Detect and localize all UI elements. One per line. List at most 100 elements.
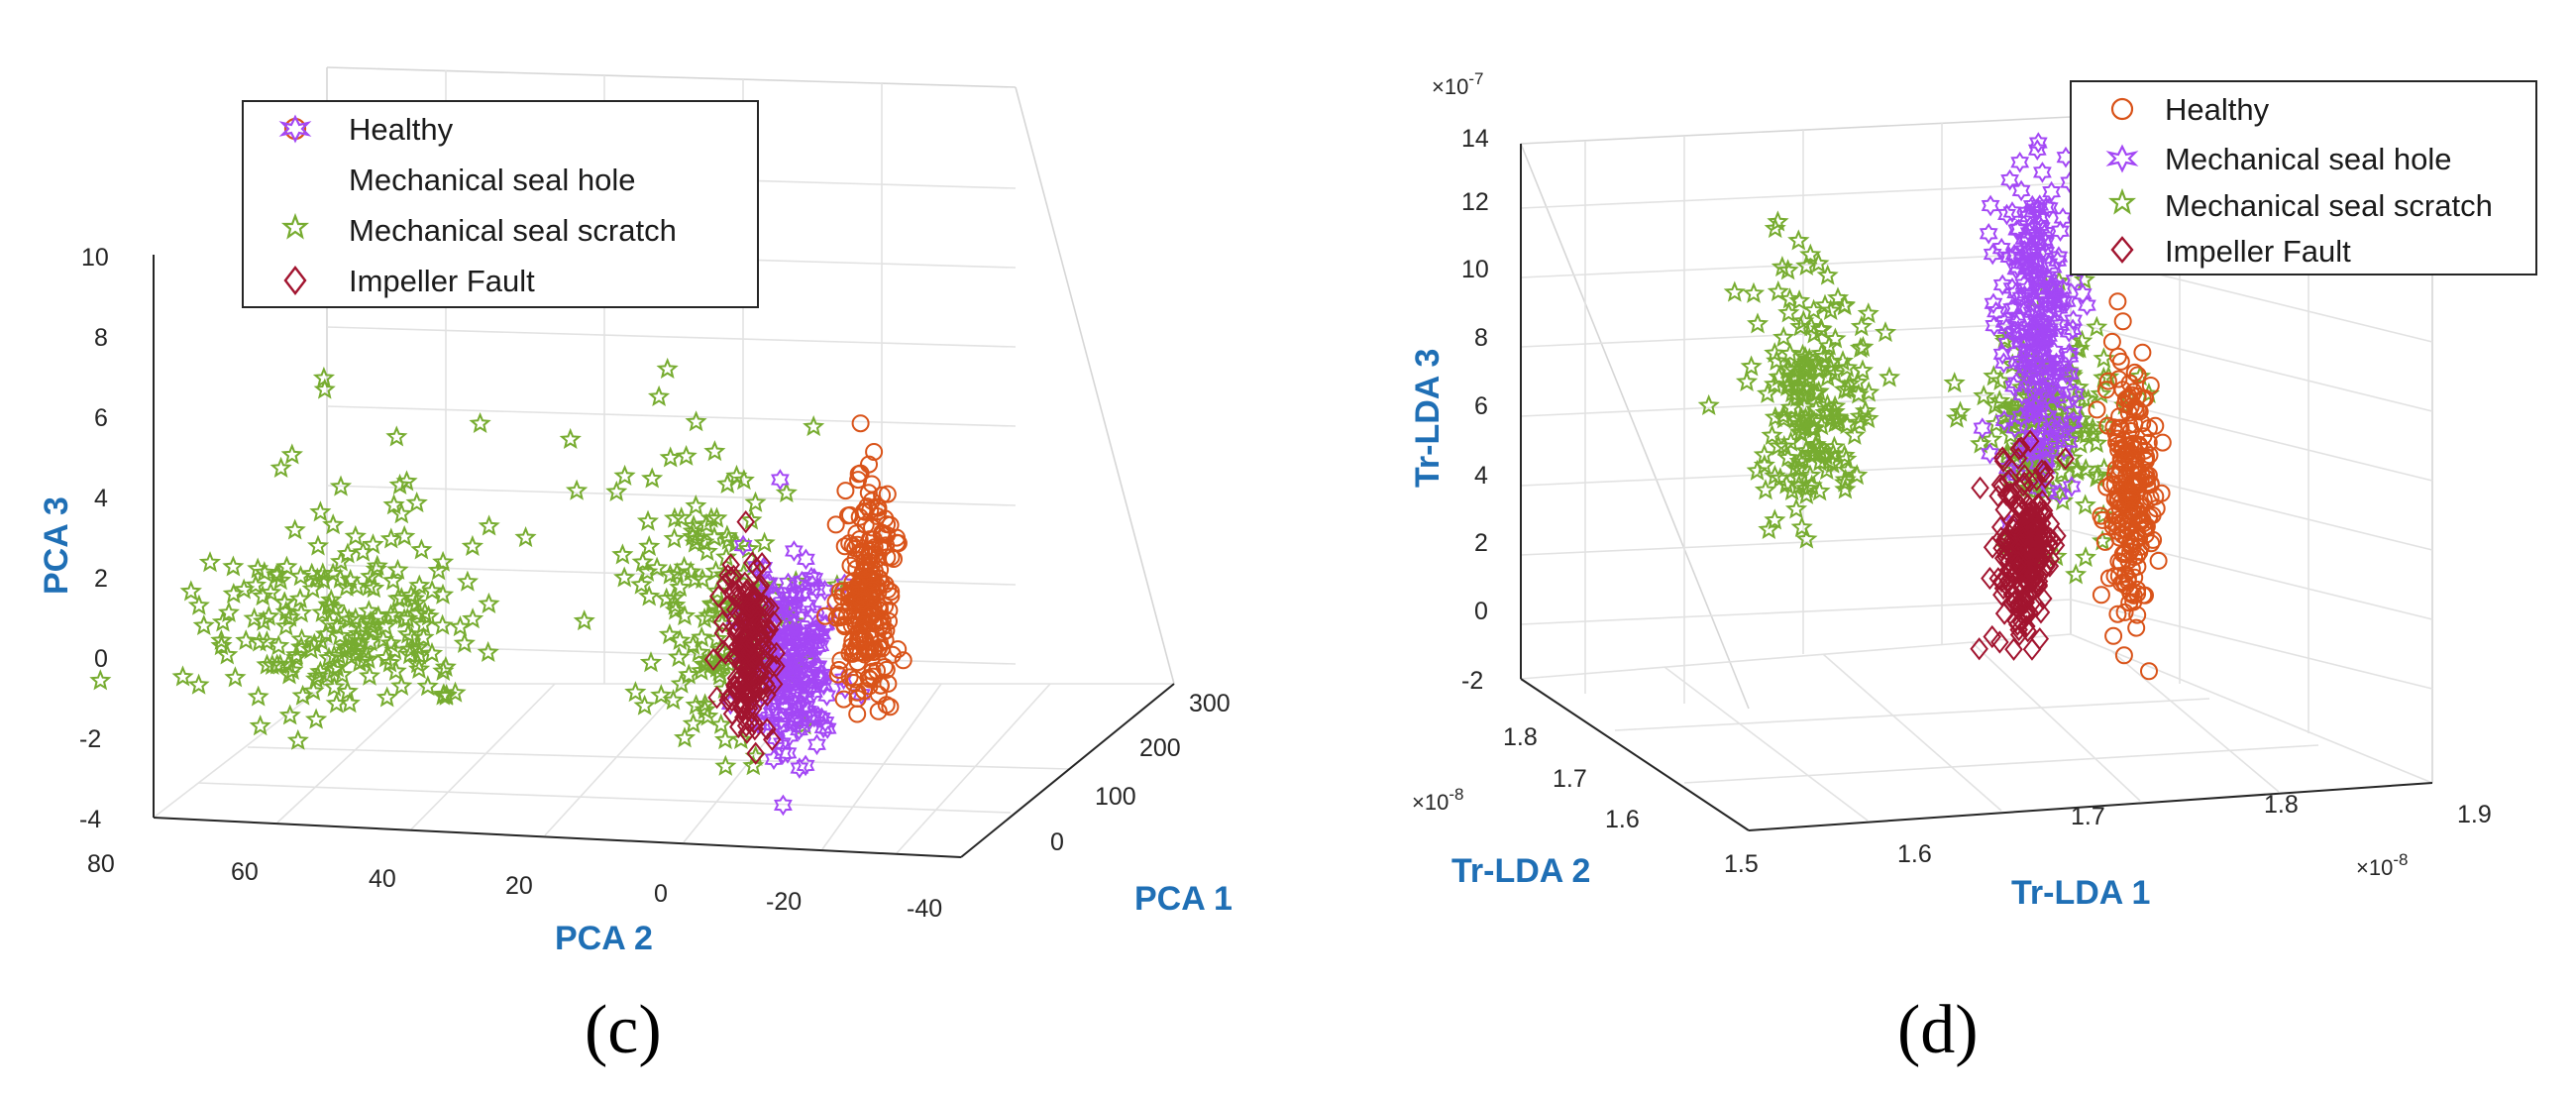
point-mechanical-seal-hole — [1981, 194, 2000, 217]
point-mechanical-seal-hole — [2017, 201, 2037, 224]
point-mechanical-seal-scratch — [650, 684, 673, 706]
point-impeller-fault — [703, 647, 723, 672]
point-mechanical-seal-scratch — [89, 669, 112, 691]
point-mechanical-seal-hole — [2077, 294, 2096, 316]
point-healthy — [2102, 332, 2121, 351]
point-mechanical-seal-hole — [1973, 417, 1992, 439]
point-healthy — [2144, 530, 2163, 549]
point-mechanical-seal-scratch — [1984, 393, 2006, 415]
point-healthy — [2122, 489, 2141, 507]
tick-label: 8 — [94, 324, 108, 352]
tick-label: 1.7 — [1553, 765, 1587, 793]
tick-label: -20 — [766, 888, 802, 916]
point-mechanical-seal-hole — [1992, 343, 2012, 366]
point-mechanical-seal-scratch — [1833, 444, 1856, 466]
point-impeller-fault — [1991, 526, 2011, 550]
point-mechanical-seal-scratch — [664, 599, 688, 620]
tick-label: 10 — [1461, 256, 1489, 283]
point-mechanical-seal-scratch — [705, 506, 728, 528]
point-mechanical-seal-scratch — [1849, 337, 1873, 359]
point-mechanical-seal-hole — [2036, 232, 2055, 255]
point-mechanical-seal-hole — [746, 556, 766, 578]
point-impeller-fault — [740, 596, 760, 619]
point-healthy — [2106, 424, 2125, 443]
point-mechanical-seal-scratch — [1764, 464, 1786, 486]
point-mechanical-seal-hole — [772, 732, 792, 754]
point-mechanical-seal-hole — [798, 672, 817, 695]
point-mechanical-seal-scratch — [682, 519, 704, 541]
point-healthy — [863, 518, 881, 537]
point-mechanical-seal-scratch — [1723, 280, 1746, 302]
point-mechanical-seal-scratch — [338, 607, 361, 630]
point-mechanical-seal-scratch — [1777, 374, 1800, 395]
point-mechanical-seal-hole — [812, 707, 831, 729]
point-mechanical-seal-scratch — [1790, 515, 1813, 537]
point-mechanical-seal-scratch — [329, 624, 352, 646]
tick-label: 1.5 — [1724, 850, 1759, 878]
point-impeller-fault — [1990, 630, 2009, 654]
point-mechanical-seal-scratch — [171, 665, 194, 687]
point-mechanical-seal-hole — [799, 594, 817, 616]
point-healthy — [2095, 532, 2114, 551]
point-healthy — [2120, 500, 2139, 519]
point-mechanical-seal-scratch — [1795, 483, 1818, 504]
point-mechanical-seal-scratch — [198, 551, 222, 573]
point-healthy — [2134, 427, 2153, 446]
point-mechanical-seal-scratch — [432, 659, 455, 681]
point-mechanical-seal-scratch — [2129, 365, 2152, 386]
point-healthy — [2143, 506, 2162, 524]
point-mechanical-seal-scratch — [1788, 458, 1811, 480]
point-impeller-fault — [1992, 583, 2011, 606]
point-mechanical-seal-hole — [2016, 350, 2036, 373]
point-healthy — [856, 639, 875, 658]
point-mechanical-seal-hole — [764, 748, 784, 771]
point-mechanical-seal-scratch — [1833, 294, 1856, 316]
point-mechanical-seal-scratch — [477, 640, 499, 663]
point-mechanical-seal-scratch — [289, 602, 313, 623]
point-mechanical-seal-scratch — [631, 550, 654, 572]
point-mechanical-seal-scratch — [286, 728, 309, 750]
point-healthy — [2153, 433, 2172, 452]
point-healthy — [894, 651, 912, 670]
point-mechanical-seal-scratch — [336, 542, 359, 564]
point-healthy — [847, 524, 866, 543]
point-mechanical-seal-scratch — [1819, 298, 1842, 321]
tick-label: 6 — [94, 404, 108, 432]
point-mechanical-seal-scratch — [1985, 412, 2007, 434]
point-mechanical-seal-scratch — [327, 643, 350, 665]
point-mechanical-seal-scratch — [1973, 385, 1995, 406]
point-healthy — [852, 619, 871, 638]
point-mechanical-seal-hole — [1984, 292, 2003, 315]
point-mechanical-seal-scratch — [384, 659, 407, 681]
point-mechanical-seal-scratch — [278, 605, 301, 627]
point-healthy — [831, 651, 850, 670]
point-mechanical-seal-scratch — [2068, 337, 2091, 359]
point-mechanical-seal-scratch — [344, 524, 367, 546]
point-healthy — [879, 674, 898, 693]
point-healthy — [888, 533, 907, 552]
point-impeller-fault — [743, 668, 763, 692]
tick-label: 8 — [1474, 324, 1488, 352]
point-impeller-fault — [745, 717, 765, 741]
point-mechanical-seal-scratch — [316, 664, 339, 686]
point-mechanical-seal-scratch — [2067, 458, 2090, 480]
point-mechanical-seal-hole — [2008, 256, 2028, 278]
point-healthy — [2125, 568, 2144, 587]
point-healthy — [2146, 416, 2165, 435]
legend-label-impeller: Impeller Fault — [2165, 234, 2351, 269]
point-mechanical-seal-scratch — [1833, 471, 1856, 493]
point-mechanical-seal-scratch — [361, 619, 384, 641]
point-impeller-fault — [725, 598, 745, 621]
tick-label: 60 — [231, 858, 259, 886]
tick-label: 0 — [1050, 828, 1064, 856]
point-mechanical-seal-hole — [807, 733, 826, 756]
point-impeller-fault — [738, 657, 757, 681]
tick-label: 200 — [1139, 734, 1181, 762]
point-mechanical-seal-scratch — [381, 569, 404, 591]
point-mechanical-seal-hole — [2031, 376, 2051, 398]
point-mechanical-seal-scratch — [2091, 529, 2114, 551]
point-impeller-fault — [1971, 476, 1989, 499]
point-impeller-fault — [747, 556, 766, 581]
point-mechanical-seal-scratch — [1878, 366, 1901, 387]
point-mechanical-seal-hole — [1979, 222, 1998, 245]
